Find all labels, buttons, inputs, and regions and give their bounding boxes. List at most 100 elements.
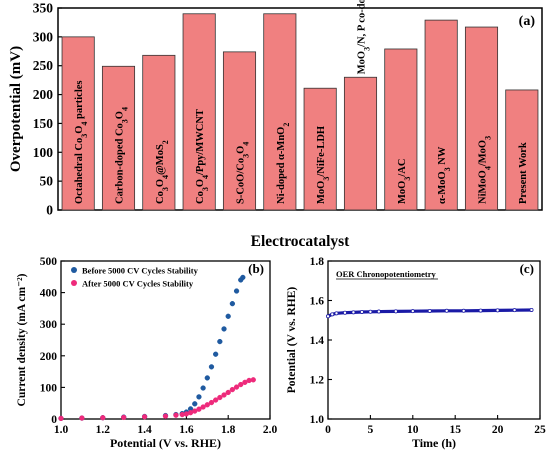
bar xyxy=(142,54,176,211)
data-point xyxy=(173,412,179,418)
legend-marker xyxy=(71,280,77,286)
data-point xyxy=(58,415,64,422)
y-tick-label: 1.2 xyxy=(310,375,325,387)
bar xyxy=(464,26,499,211)
data-point xyxy=(217,338,223,345)
x-axis-label: Time (h) xyxy=(412,436,456,450)
data-point xyxy=(225,313,231,319)
data-point xyxy=(213,351,219,357)
data-point xyxy=(229,301,236,307)
data-point xyxy=(141,414,148,420)
data-point xyxy=(221,326,227,332)
bar-category-label: S-CoO/Co3O4 xyxy=(236,142,251,204)
data-point xyxy=(208,364,215,370)
panel-a-bar-chart: 0 50 100 150 200 250 300 350 Octahedral Co3O4 pa… xyxy=(8,0,543,250)
bar xyxy=(343,76,378,211)
bar-category-label: MoO3/NiFe-LDH xyxy=(316,126,331,204)
data-point xyxy=(200,385,206,391)
data-point xyxy=(334,311,339,316)
y-tick-label: 350 xyxy=(33,1,54,16)
y-tick-label: 300 xyxy=(40,319,58,331)
panel-label: (c) xyxy=(520,261,534,276)
x-tick-label: 1.0 xyxy=(54,424,69,436)
data-point xyxy=(444,308,449,313)
bar-category-label: Present Work xyxy=(518,142,529,204)
bar xyxy=(505,89,539,211)
data-point xyxy=(495,308,500,313)
y-tick-label: 100 xyxy=(40,382,58,394)
data-point xyxy=(342,310,347,315)
panel-c-line-chart: 0 5 10 15 20 25 1.0 1.2 1.4 1.6 1.8 OER Chronopoten… xyxy=(286,256,546,450)
data-point xyxy=(229,386,236,393)
x-tick-label: 15 xyxy=(449,424,461,436)
y-axis-label: Current density (mA cm⁻²) xyxy=(16,273,28,406)
data-point xyxy=(100,415,106,421)
y-tick-label: 500 xyxy=(40,256,58,268)
bar xyxy=(424,19,458,211)
data-point xyxy=(233,384,240,390)
data-point xyxy=(461,308,466,313)
y-tick-label: 300 xyxy=(33,29,54,44)
legend-marker xyxy=(71,267,77,273)
data-point xyxy=(121,414,127,421)
data-point xyxy=(529,307,534,312)
panel-b-scatter-chart: 1.0 1.2 1.4 1.6 1.8 2.0 0 100 200 300 400 500 Before… xyxy=(16,256,277,450)
y-tick-label: 1.0 xyxy=(310,414,325,426)
bar xyxy=(61,36,95,211)
y-tick-label: 200 xyxy=(33,87,54,102)
y-tick-label: 150 xyxy=(33,116,54,131)
data-point xyxy=(240,274,246,281)
data-point xyxy=(512,308,517,313)
x-tick-label: 1.6 xyxy=(179,424,194,436)
data-point xyxy=(79,415,85,421)
data-point xyxy=(233,288,240,294)
data-point xyxy=(213,397,219,403)
bar xyxy=(182,13,216,211)
bar xyxy=(263,13,297,211)
data-point xyxy=(325,314,330,319)
data-point xyxy=(208,399,215,406)
x-tick-label: 2.0 xyxy=(263,424,278,436)
x-tick-label: 0 xyxy=(325,424,331,436)
legend-label: OER Chronopotentiometry xyxy=(336,269,436,279)
data-point xyxy=(478,308,483,313)
data-point xyxy=(200,404,206,410)
x-axis-label: Potential (V vs. RHE) xyxy=(110,436,221,450)
data-point xyxy=(217,394,223,401)
data-point xyxy=(410,309,415,314)
bar-category-label: Co3O4/Ppy/MWCNT xyxy=(195,109,210,204)
data-point xyxy=(330,312,335,317)
data-point xyxy=(204,402,210,408)
data-point xyxy=(196,394,202,400)
panel-label: (b) xyxy=(248,261,264,276)
y-tick-label: 200 xyxy=(40,351,58,363)
legend-label: Before 5000 CV Cycles Stability xyxy=(82,266,199,276)
x-tick-label: 1.2 xyxy=(96,424,111,436)
data-point xyxy=(393,309,398,314)
plot-frame xyxy=(57,7,543,211)
bar-category-label: NiMoO4/MoO3 xyxy=(478,136,493,204)
x-axis-label: Electrocatalyst xyxy=(251,233,351,250)
x-tick-label: 1.8 xyxy=(221,424,236,436)
y-tick-label: 100 xyxy=(33,145,54,160)
panel-label: (a) xyxy=(519,14,536,29)
bar xyxy=(222,51,257,211)
x-tick-label: 5 xyxy=(368,424,374,436)
bar-category-label: α-MoO3 NW xyxy=(437,146,452,204)
data-point xyxy=(225,389,231,396)
y-axis-label: Potential (V vs. RHE) xyxy=(286,287,298,394)
x-tick-label: 1.4 xyxy=(137,424,152,436)
data-point xyxy=(196,406,202,412)
y-tick-label: 1.8 xyxy=(310,256,325,268)
bar xyxy=(384,48,418,211)
bar-category-label: MoO3/AC xyxy=(397,159,412,204)
bar xyxy=(303,87,337,211)
y-tick-label: 50 xyxy=(40,174,54,189)
x-tick-label: 25 xyxy=(534,424,546,436)
bar-category-label: Ni-doped α-MnO2 xyxy=(276,123,291,204)
data-point xyxy=(427,308,432,313)
data-point xyxy=(359,309,364,314)
bar-category-label: Octahedral Co3O4 particles xyxy=(74,81,89,205)
bar-category-label: Carbon-doped Co3O4 xyxy=(115,107,130,204)
